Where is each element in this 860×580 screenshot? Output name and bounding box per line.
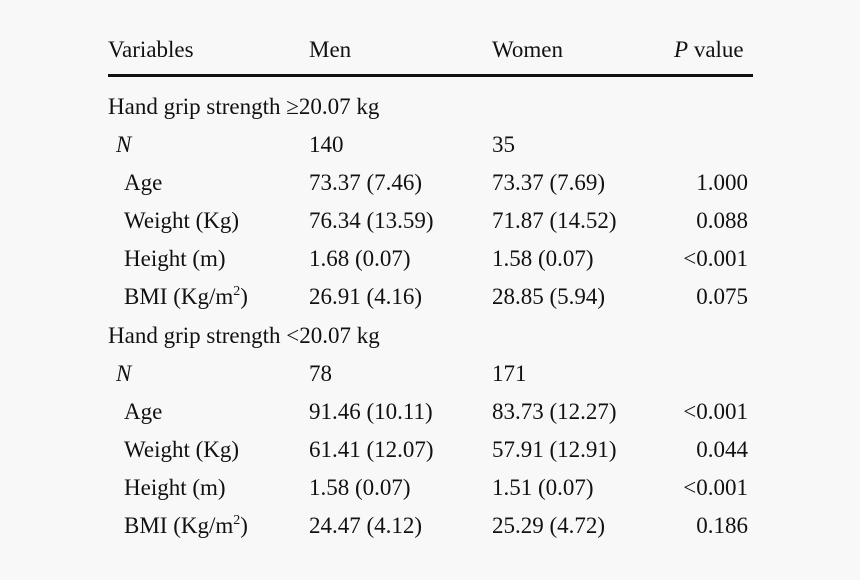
row-women: 1.58 (0.07) <box>492 246 594 271</box>
row-women: 28.85 (5.94) <box>492 284 606 309</box>
row-men: 24.47 (4.12) <box>309 513 423 538</box>
row-label: Weight (Kg) <box>124 208 240 233</box>
header-p-rest: value <box>693 37 744 62</box>
section-title: Hand grip strength ≥20.07 kg <box>108 94 380 119</box>
row-p: 1.000 <box>696 170 748 195</box>
row-label: Age <box>124 399 163 424</box>
row-men: 61.41 (12.07) <box>309 437 434 462</box>
row-label: BMI (Kg/m2) <box>124 513 248 538</box>
row-label: Height (m) <box>124 246 226 271</box>
row-men: 1.68 (0.07) <box>309 246 411 271</box>
header-variables: Variables <box>108 37 194 62</box>
n-men: 78 <box>309 361 332 386</box>
row-men: 73.37 (7.46) <box>309 170 423 195</box>
header-women: Women <box>492 37 563 62</box>
header-men: Men <box>309 37 352 62</box>
row-women: 71.87 (14.52) <box>492 208 617 233</box>
row-women: 73.37 (7.69) <box>492 170 606 195</box>
n-label: N <box>116 132 132 157</box>
row-men: 76.34 (13.59) <box>309 208 434 233</box>
n-women: 35 <box>492 132 515 157</box>
row-men: 1.58 (0.07) <box>309 475 411 500</box>
row-women: 1.51 (0.07) <box>492 475 594 500</box>
row-p: 0.088 <box>696 208 748 233</box>
row-men: 91.46 (10.11) <box>309 399 433 424</box>
row-p: 0.186 <box>696 513 748 538</box>
header-rule <box>108 74 753 77</box>
row-women: 83.73 (12.27) <box>492 399 617 424</box>
row-p: <0.001 <box>683 246 748 271</box>
row-women: 57.91 (12.91) <box>492 437 617 462</box>
n-women: 171 <box>492 361 527 386</box>
row-men: 26.91 (4.16) <box>309 284 423 309</box>
header-p-value: P value <box>674 37 744 63</box>
row-p: <0.001 <box>683 475 748 500</box>
row-label: Weight (Kg) <box>124 437 240 462</box>
row-p: <0.001 <box>683 399 748 424</box>
row-label: Age <box>124 170 163 195</box>
n-label: N <box>116 361 132 386</box>
row-women: 25.29 (4.72) <box>492 513 606 538</box>
n-men: 140 <box>309 132 344 157</box>
row-p: 0.044 <box>696 437 748 462</box>
row-label: Height (m) <box>124 475 226 500</box>
row-p: 0.075 <box>696 284 748 309</box>
section-title: Hand grip strength <20.07 kg <box>108 323 380 348</box>
header-p-italic: P <box>674 37 689 62</box>
row-label: BMI (Kg/m2) <box>124 284 248 309</box>
